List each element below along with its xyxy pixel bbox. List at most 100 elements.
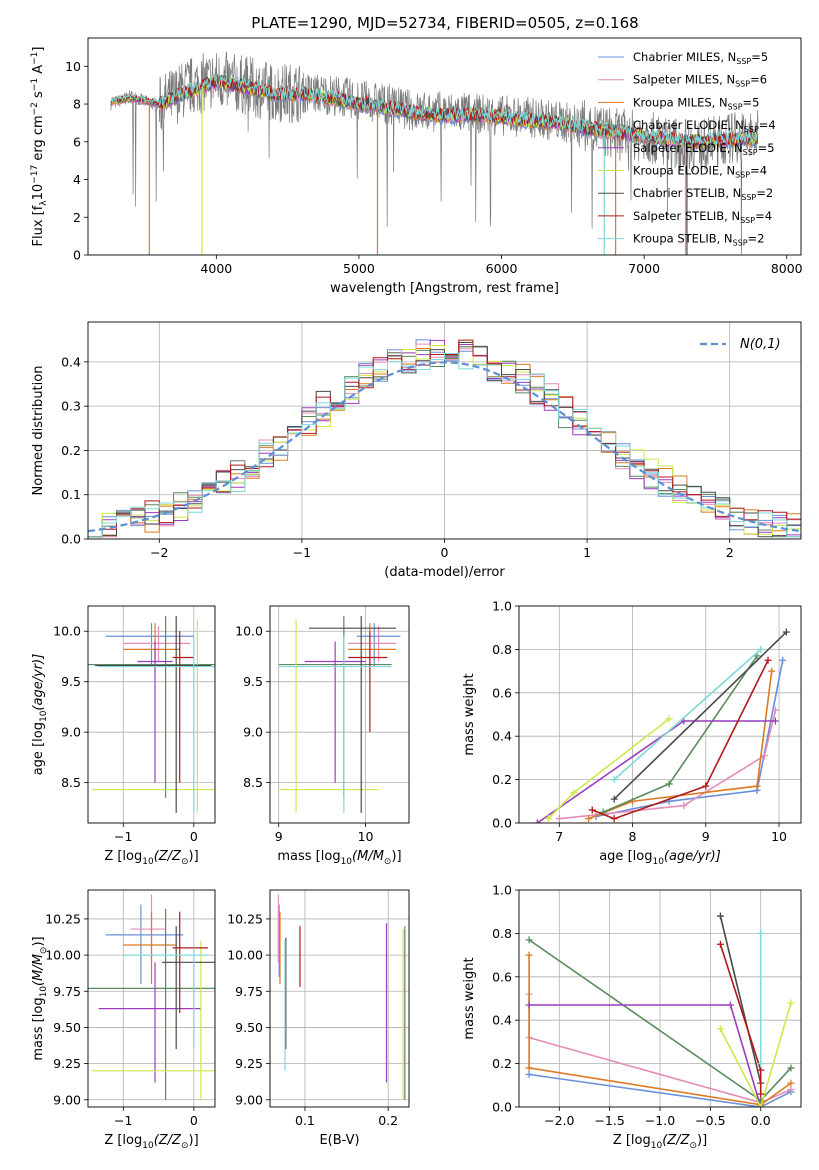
age_vs_mass-xlabel: mass [log10(M/M⊙)] xyxy=(277,849,401,867)
mass_vs_Z-xtick-label: 0 xyxy=(190,1113,198,1128)
mass_vs_Z-xtick-label: −1 xyxy=(114,1113,132,1128)
mass-weight-series xyxy=(559,710,777,820)
spectrum-xtick-label: 6000 xyxy=(486,261,518,276)
mass_vs_EBV-frame xyxy=(269,889,410,1108)
mass_vs_Z-ytick-label: 9.00 xyxy=(53,1092,81,1107)
mass-weight-point xyxy=(779,656,787,664)
age_vs_mass-ytick-label: 10.0 xyxy=(235,624,263,639)
mass-weight-point xyxy=(727,1001,734,1009)
mass-weight-point xyxy=(757,1066,765,1074)
legend-entry: Kroupa MILES, NSSP=5 xyxy=(633,95,759,111)
mass_vs_EBV-xlabel: E(B-V) xyxy=(319,1133,359,1148)
spectrum-xtick-label: 7000 xyxy=(628,261,660,276)
age_vs_Z-plot-area xyxy=(88,606,215,823)
mass_vs_EBV-ytick-label: 9.25 xyxy=(235,1056,263,1071)
massweight_vs_Z-frame xyxy=(518,889,802,1108)
massweight_vs_Z-xlabel: Z [log10(Z/Z⊙)] xyxy=(613,1133,707,1151)
residuals-panel: −2 −1 0 1 2 0.0 0.1 0.2 0.3 0.4 (data-model)/error… xyxy=(31,321,802,580)
mass-weight-point xyxy=(716,912,724,920)
mass_vs_Z-plot-area xyxy=(88,890,215,1107)
mass-weight-point xyxy=(768,667,776,675)
age_vs_mass-ytick-label: 8.5 xyxy=(243,775,263,790)
spectrum-ytick-label: 0 xyxy=(73,248,81,263)
mass_vs_Z-ytick-label: 10.00 xyxy=(45,948,81,963)
massweight_vs_age-plot-area xyxy=(519,606,801,823)
age_vs_mass-ytick-label: 9.5 xyxy=(243,674,263,689)
age_vs_Z-frame xyxy=(87,605,216,824)
mass-weight-series xyxy=(613,631,787,800)
massweight_vs_Z-ylabel: mass weight xyxy=(462,957,477,1039)
legend-entry: Chabrier MILES, NSSP=5 xyxy=(633,50,768,66)
residuals-xtick-label: 1 xyxy=(583,545,591,560)
mass-weight-point xyxy=(760,752,768,760)
massweight_vs_Z-xtick-label: −1.5 xyxy=(594,1113,624,1128)
mass_vs_EBV-ytick-label: 9.50 xyxy=(235,1020,263,1035)
age_vs_mass-plot-area xyxy=(270,606,409,823)
massweight_vs_age-panel: 7 8 9 10 0.0 0.2 0.4 0.6 0.8 1.0 age [log10(age/yr… xyxy=(462,599,802,867)
age_vs_mass-xtick-label: 10 xyxy=(358,829,374,844)
mass-weight-point xyxy=(757,1060,765,1068)
mass_vs_Z-frame xyxy=(87,889,216,1108)
residuals-xtick-label: −1 xyxy=(293,545,311,560)
residuals-frame xyxy=(87,321,802,540)
residuals-plot-area xyxy=(88,322,801,539)
mass-weight-point xyxy=(585,815,593,823)
legend-entry: Chabrier STELIB, NSSP=2 xyxy=(633,186,773,202)
age_vs_Z-xtick-label: −1 xyxy=(114,829,132,844)
histogram-series xyxy=(88,353,801,538)
residuals-ytick-label: 0.0 xyxy=(61,532,81,547)
mass-weight-point xyxy=(702,782,710,790)
mass_vs_EBV-ytick-label: 9.00 xyxy=(235,1092,263,1107)
spectrum-model-line xyxy=(110,74,759,147)
mass-weight-series xyxy=(528,955,792,1106)
mass_vs_Z-panel: −1 0 9.00 9.25 9.50 9.75 10.00 10.25 Z [log10(Z/… xyxy=(31,889,216,1151)
mass-weight-point xyxy=(525,1064,533,1072)
spectrum-ylabel: Flux [fλ10−17 erg cm−2 s−1 A−1] xyxy=(30,47,49,247)
massweight_vs_age-ytick-label: 0.4 xyxy=(492,729,512,744)
age_vs_Z-ytick-label: 9.5 xyxy=(61,674,81,689)
massweight_vs_age-ytick-label: 0.0 xyxy=(492,816,512,831)
massweight_vs_Z-ytick-label: 0.6 xyxy=(492,969,512,984)
massweight_vs_Z-ytick-label: 0.0 xyxy=(492,1100,512,1115)
massweight_vs_age-xlabel: age [log10(age/yr)] xyxy=(599,849,721,867)
mass_vs_Z-xlabel: Z [log10(Z/Z⊙)] xyxy=(104,1133,198,1151)
residuals-xtick-label: −2 xyxy=(150,545,168,560)
residuals-ytick-label: 0.1 xyxy=(61,487,81,502)
age_vs_mass-ytick-label: 9.0 xyxy=(243,725,263,740)
mass_vs_EBV-ytick-label: 10.00 xyxy=(227,948,263,963)
legend-entry: Kroupa ELODIE, NSSP=4 xyxy=(633,164,767,180)
mass-weight-point xyxy=(782,628,790,636)
gaussian-curve xyxy=(88,361,801,533)
mass-weight-point xyxy=(680,802,688,810)
age_vs_Z-ytick-label: 9.0 xyxy=(61,725,81,740)
massweight_vs_Z-ytick-label: 0.2 xyxy=(492,1056,512,1071)
mass-weight-point xyxy=(787,1086,795,1094)
legend-entry: Salpeter MILES, NSSP=6 xyxy=(633,73,767,89)
massweight_vs_Z-ytick-label: 0.8 xyxy=(492,926,512,941)
mass-weight-series xyxy=(591,659,769,820)
residuals-ytick-label: 0.2 xyxy=(61,443,81,458)
mass_vs_Z-ylabel: mass [log10(M/M⊙)] xyxy=(31,936,49,1060)
mass_vs_EBV-xtick-label: 0.1 xyxy=(295,1113,315,1128)
spectrum-xtick-label: 4000 xyxy=(200,261,232,276)
mass-weight-point xyxy=(525,1001,533,1009)
mass_vs_EBV-ytick-label: 9.75 xyxy=(235,984,263,999)
massweight_vs_age-frame xyxy=(518,605,802,824)
mass_vs_EBV-ytick-label: 10.25 xyxy=(227,911,263,926)
spectrum-ytick-label: 4 xyxy=(73,172,81,187)
mass-weight-point xyxy=(544,815,552,823)
spectrum-ytick-label: 10 xyxy=(65,59,81,74)
mass-weight-series xyxy=(719,915,762,1084)
mass-weight-point xyxy=(757,645,765,653)
mass-weight-series xyxy=(595,660,784,818)
spectrum-frame xyxy=(87,37,802,256)
legend-entry: Salpeter STELIB, NSSP=4 xyxy=(633,209,772,225)
mass-weight-point xyxy=(588,806,596,814)
spectrum-panel: 4000 5000 6000 7000 8000 0 2 4 6 8 10 wavelength [A… xyxy=(30,37,803,296)
massweight_vs_Z-ytick-label: 1.0 xyxy=(492,883,512,898)
massweight_vs_age-ytick-label: 1.0 xyxy=(492,599,512,614)
mass-weight-series xyxy=(588,670,773,820)
age_vs_mass-frame xyxy=(269,605,410,824)
mass-weight-point xyxy=(753,782,761,790)
